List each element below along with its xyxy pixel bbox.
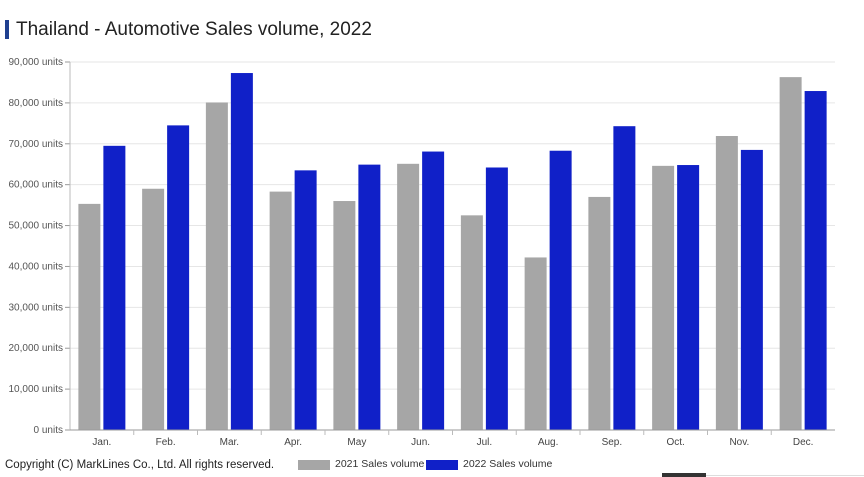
bar-2021-jun[interactable] <box>397 163 420 430</box>
x-tick-label: Feb. <box>156 437 176 448</box>
x-tick-label: May <box>347 437 366 448</box>
chart-title: Thailand - Automotive Sales volume, 2022 <box>16 19 372 40</box>
x-tick-label: Mar. <box>220 437 239 448</box>
x-tick-label: Jan. <box>92 437 111 448</box>
scrollbar-thumb[interactable] <box>662 473 706 477</box>
bar-2021-apr[interactable] <box>269 191 292 430</box>
bar-2022-jul[interactable] <box>485 167 508 430</box>
bar-2021-nov[interactable] <box>715 136 738 430</box>
bar-2021-aug[interactable] <box>524 257 547 430</box>
bar-2022-nov[interactable] <box>740 149 763 430</box>
bar-2022-oct[interactable] <box>677 165 700 431</box>
bar-2021-sep[interactable] <box>588 196 611 430</box>
bar-2022-feb[interactable] <box>167 125 190 430</box>
legend-label-2021: 2021 Sales volume <box>335 458 425 470</box>
x-tick-label: Jul. <box>477 437 493 448</box>
x-tick-label: Jun. <box>411 437 430 448</box>
y-tick-label: 70,000 units <box>9 139 64 150</box>
bar-2022-apr[interactable] <box>294 170 317 430</box>
legend-swatch-2022 <box>426 460 458 470</box>
bars <box>78 73 827 431</box>
bar-2022-jan[interactable] <box>103 145 126 431</box>
y-tick-label: 20,000 units <box>9 343 64 354</box>
y-tick-label: 80,000 units <box>9 98 64 109</box>
scrollbar-track[interactable] <box>706 475 864 476</box>
y-axis-ticks: 0 units 10,000 units 20,000 units 30,000 un… <box>9 57 70 436</box>
bar-2022-aug[interactable] <box>549 150 572 430</box>
x-axis-ticks: Jan. Feb. Mar. Apr. May Jun. Jul. Aug. Sep. Oct. N… <box>92 430 813 448</box>
legend-label-2022: 2022 Sales volume <box>463 458 553 470</box>
x-tick-label: Sep. <box>602 437 623 448</box>
x-tick-label: Nov. <box>729 437 749 448</box>
x-tick-label: Oct. <box>666 437 684 448</box>
gridlines <box>70 61 835 390</box>
bar-2022-sep[interactable] <box>613 126 636 430</box>
bar-2021-may[interactable] <box>333 201 356 430</box>
x-tick-label: Apr. <box>284 437 302 448</box>
y-tick-label: 90,000 units <box>9 57 64 68</box>
y-tick-label: 0 units <box>34 425 63 436</box>
bar-2021-jul[interactable] <box>460 215 483 430</box>
bar-2021-jan[interactable] <box>78 203 101 430</box>
bar-2022-may[interactable] <box>358 164 381 430</box>
bar-2022-jun[interactable] <box>422 151 445 430</box>
y-tick-label: 60,000 units <box>9 180 64 191</box>
legend-swatch-2021 <box>298 460 330 470</box>
bar-2021-oct[interactable] <box>652 165 675 430</box>
y-tick-label: 40,000 units <box>9 261 64 272</box>
y-tick-label: 30,000 units <box>9 302 64 313</box>
copyright-notice: Copyright (C) MarkLines Co., Ltd. All ri… <box>5 459 275 471</box>
x-tick-label: Dec. <box>793 437 814 448</box>
bar-2022-mar[interactable] <box>230 73 253 430</box>
y-tick-label: 10,000 units <box>9 384 64 395</box>
bar-2021-feb[interactable] <box>142 188 165 430</box>
bar-2022-dec[interactable] <box>804 91 827 430</box>
x-tick-label: Aug. <box>538 437 559 448</box>
y-tick-label: 50,000 units <box>9 221 64 232</box>
title-accent-bar <box>5 20 9 39</box>
bar-2021-dec[interactable] <box>779 77 802 430</box>
bar-2021-mar[interactable] <box>205 102 228 430</box>
